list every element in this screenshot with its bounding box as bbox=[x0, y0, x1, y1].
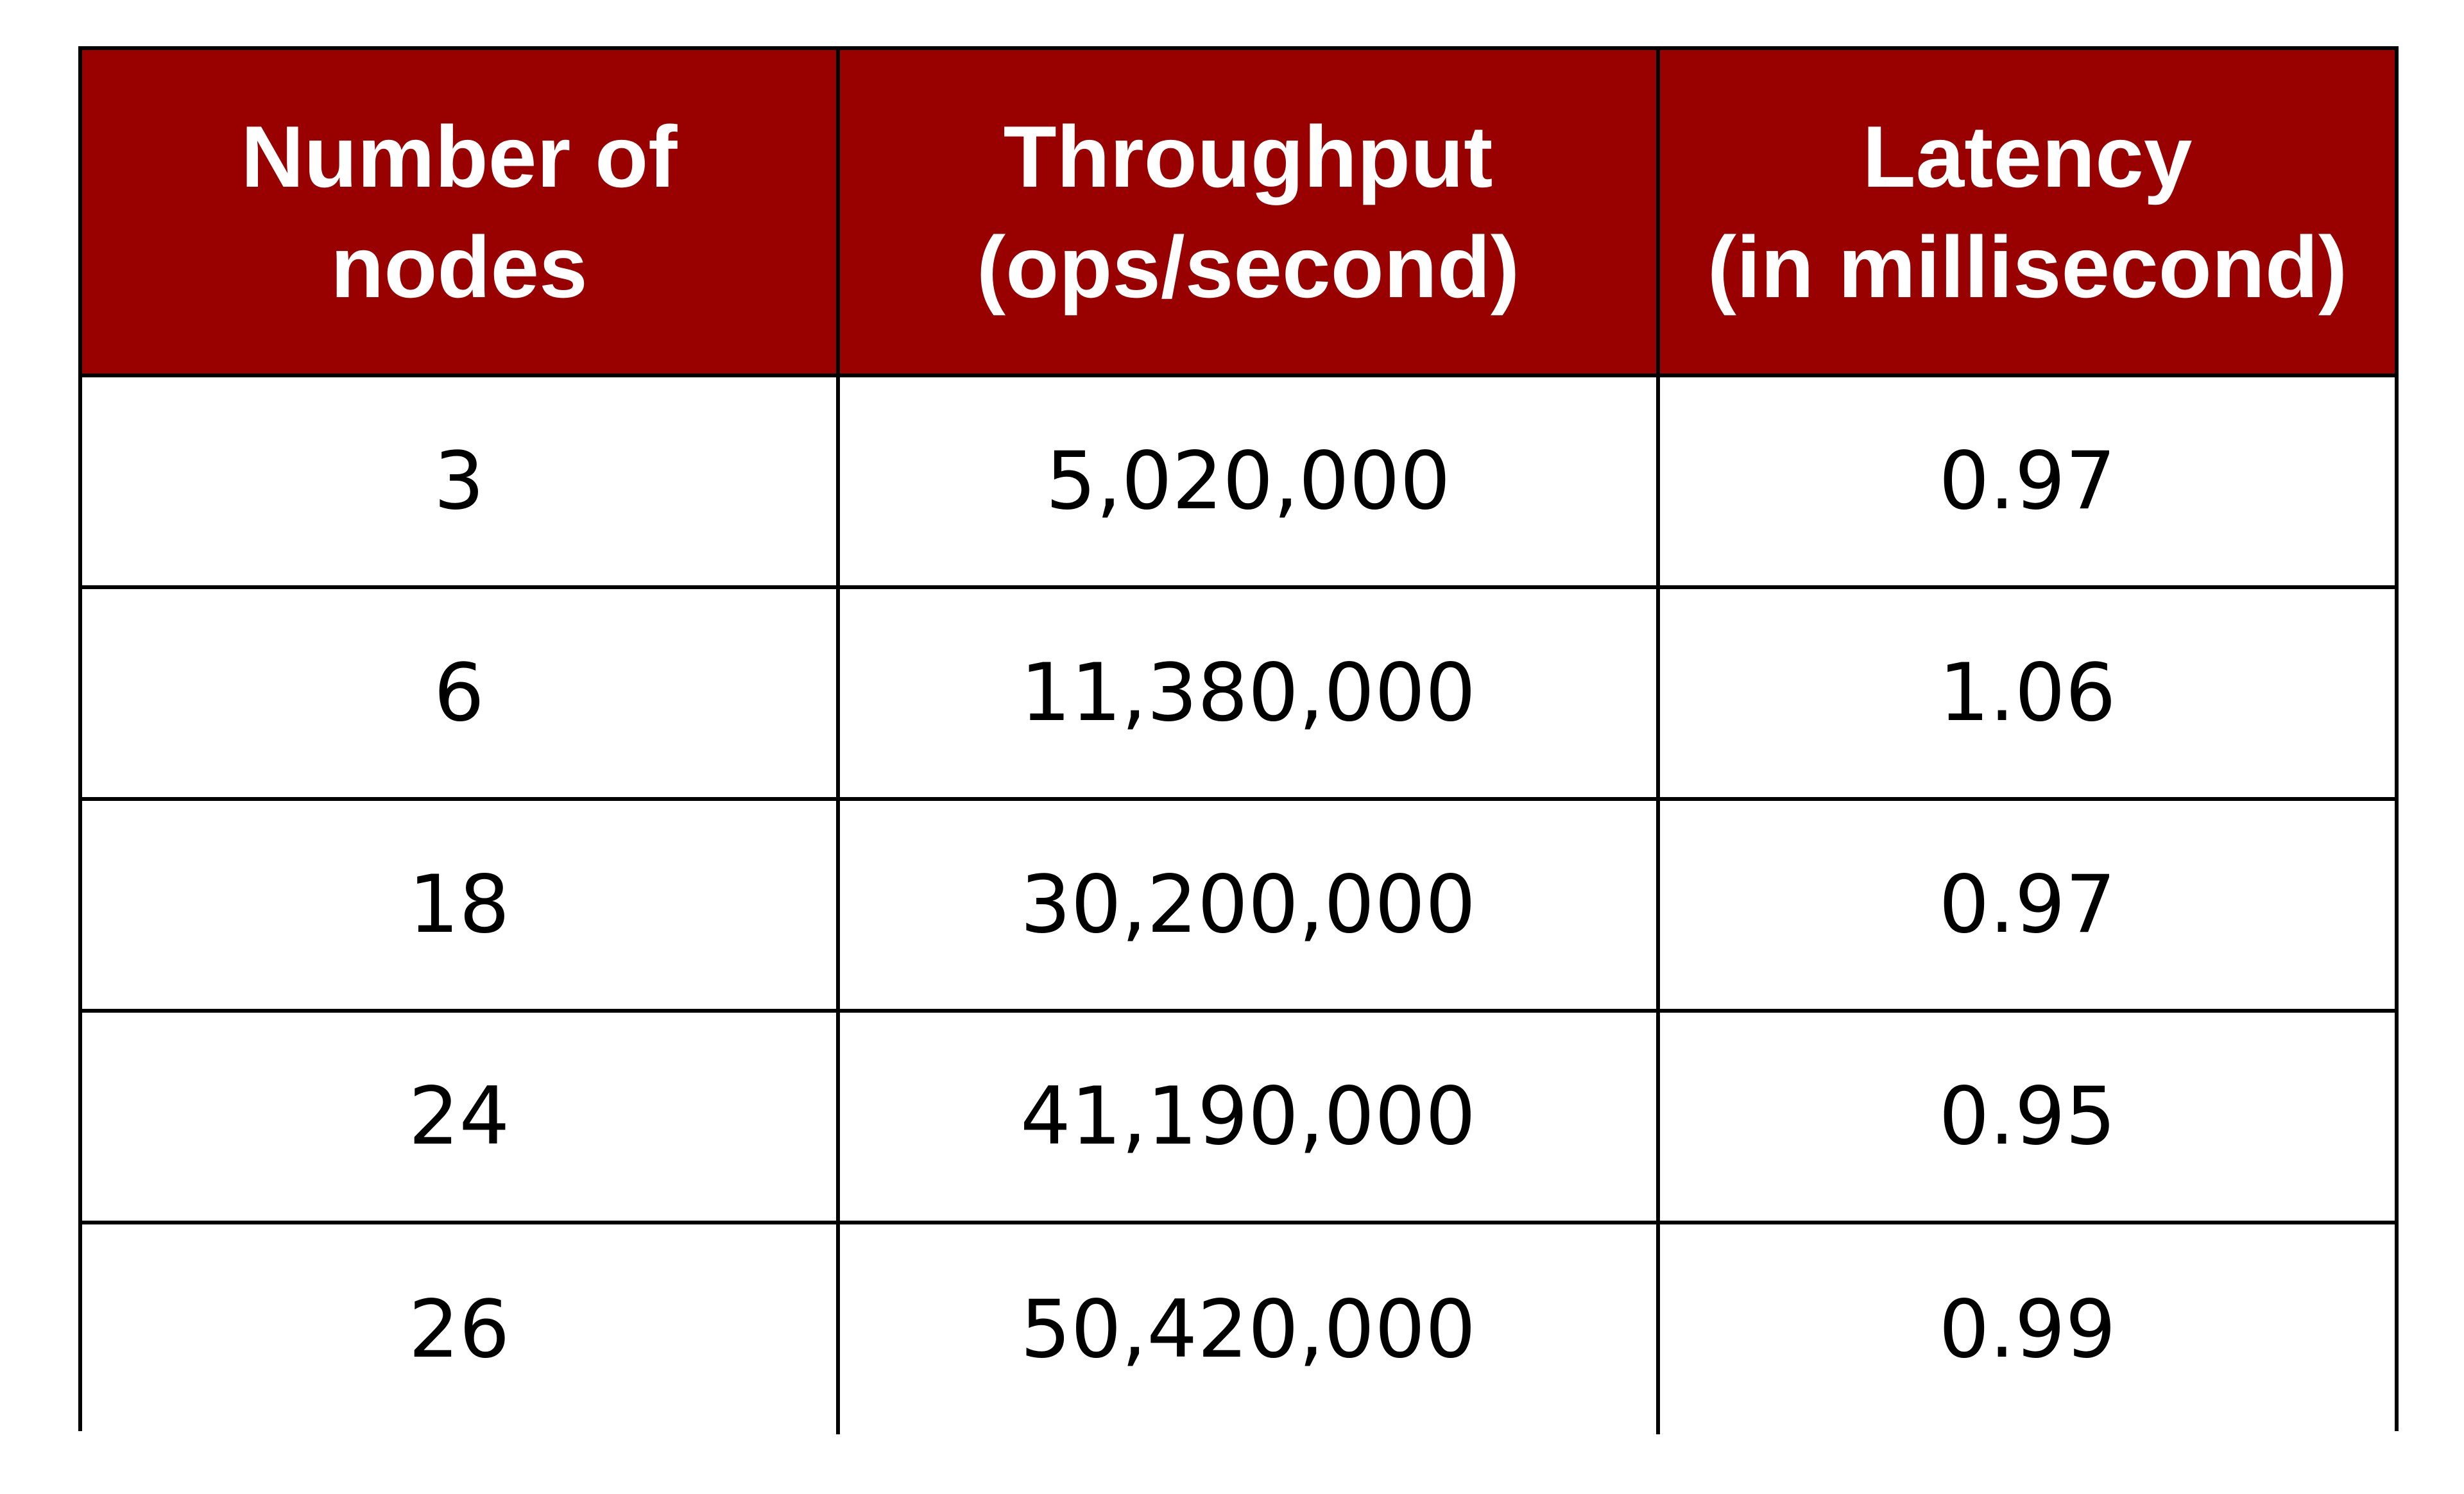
cell-nodes: 24 bbox=[82, 1009, 840, 1224]
header-latency-line2: (in millisecond) bbox=[1707, 218, 2348, 316]
table-row: 18 30,200,000 0.97 bbox=[82, 797, 2395, 1013]
results-table: Number of nodes Throughput (ops/second) … bbox=[82, 50, 2395, 1434]
table-row: 26 50,420,000 0.99 bbox=[82, 1221, 2395, 1434]
table-row: 3 5,020,000 0.97 bbox=[82, 374, 2395, 589]
header-nodes-line2: nodes bbox=[330, 218, 588, 316]
table-row: 6 11,380,000 1.06 bbox=[82, 585, 2395, 801]
cell-throughput: 11,380,000 bbox=[836, 585, 1660, 801]
cell-latency: 1.06 bbox=[1656, 585, 2395, 801]
header-cell-nodes: Number of nodes bbox=[82, 50, 840, 377]
cell-nodes: 18 bbox=[82, 797, 840, 1013]
data-table: Number of nodes Throughput (ops/second) … bbox=[78, 46, 2399, 1434]
header-nodes-line1: Number of bbox=[241, 108, 678, 205]
cell-throughput: 50,420,000 bbox=[836, 1221, 1660, 1434]
cell-nodes: 26 bbox=[82, 1221, 840, 1434]
cell-throughput: 30,200,000 bbox=[836, 797, 1660, 1013]
cell-throughput: 41,190,000 bbox=[836, 1009, 1660, 1224]
table-row: 24 41,190,000 0.95 bbox=[82, 1009, 2395, 1224]
header-cell-throughput: Throughput (ops/second) bbox=[836, 50, 1660, 377]
header-throughput-line1: Throughput bbox=[1003, 108, 1493, 205]
cell-latency: 0.95 bbox=[1656, 1009, 2395, 1224]
header-row: Number of nodes Throughput (ops/second) … bbox=[82, 50, 2395, 377]
cell-latency: 0.97 bbox=[1656, 374, 2395, 589]
cell-latency: 0.99 bbox=[1656, 1221, 2395, 1434]
header-latency-line1: Latency bbox=[1862, 108, 2193, 205]
header-cell-latency: Latency (in millisecond) bbox=[1656, 50, 2395, 377]
cell-throughput: 5,020,000 bbox=[836, 374, 1660, 589]
cell-latency: 0.97 bbox=[1656, 797, 2395, 1013]
header-throughput-line2: (ops/second) bbox=[976, 218, 1520, 316]
cell-nodes: 3 bbox=[82, 374, 840, 589]
cell-nodes: 6 bbox=[82, 585, 840, 801]
